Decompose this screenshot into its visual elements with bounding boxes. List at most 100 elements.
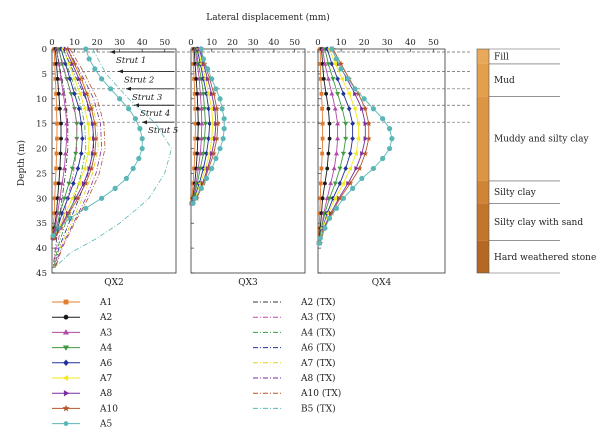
qx3-x-tick-label: 30	[248, 38, 259, 48]
qx3-point-a10	[210, 150, 217, 157]
qx4-point-a6	[346, 106, 352, 112]
qx3-point-a5	[219, 106, 225, 112]
qx2-point-a5	[112, 185, 118, 191]
qx3-point-a5	[198, 185, 204, 191]
qx4-x-tick-label: 20	[359, 38, 370, 48]
qx3-point-a5	[190, 200, 196, 206]
legend-item-a2: A2	[52, 313, 112, 323]
qx3-point-a4	[201, 136, 208, 142]
legend-label-a6: A6	[99, 359, 112, 369]
legend-label-a10-tx: A10 (TX)	[300, 388, 341, 399]
qx3-point-a2	[194, 76, 199, 81]
qx3-point-a3	[198, 106, 204, 111]
qx4-x-tick-label: 50	[428, 38, 439, 48]
qx3-point-a5	[221, 116, 227, 122]
qx3-point-a5	[221, 126, 227, 132]
qx2-point-a1	[52, 211, 57, 216]
qx2-point-a2	[55, 76, 60, 81]
legend-label-a5: A5	[99, 420, 112, 430]
legend-item-a1: A1	[52, 298, 112, 308]
legend-label-a7: A7	[99, 374, 112, 384]
qx2-point-a5	[92, 66, 98, 72]
strut-label-5: Strut 5	[148, 126, 178, 136]
qx4-point-a4	[330, 77, 336, 82]
qx4-point-a1	[319, 91, 324, 96]
qx2-series-a6-tx	[53, 48, 95, 269]
y-axis-title: Depth (m)	[16, 140, 27, 186]
strut-arrowhead-4	[134, 103, 139, 108]
qx2-point-a2	[57, 106, 62, 111]
qx4-point-a3	[332, 106, 338, 111]
qx2-point-a3	[64, 120, 70, 126]
qx2-point-a7	[85, 121, 90, 127]
qx4-point-a10	[347, 180, 354, 187]
qx2-point-a2	[58, 151, 63, 156]
qx2-point-a2	[57, 166, 62, 171]
strut-arrowhead-2	[118, 69, 123, 74]
qx4-point-a2	[320, 196, 325, 201]
qx4-point-a5	[340, 195, 346, 201]
strut-label-2: Strut 2	[124, 75, 154, 85]
qx4-point-a3	[333, 150, 340, 156]
qx4-point-a8	[360, 150, 365, 157]
qx2-point-a5	[86, 56, 92, 62]
qx3-x-tick-label: 40	[268, 38, 279, 48]
qx2-point-a10	[92, 135, 99, 142]
qx2-x-tick-label: 30	[114, 38, 125, 48]
qx4-point-a1	[318, 76, 323, 81]
qx2-point-a7	[71, 76, 77, 82]
qx2-point-a1	[55, 121, 59, 126]
qx4-point-a6	[350, 135, 355, 142]
legend-marker-a1	[63, 299, 69, 305]
qx3-point-a10	[213, 105, 220, 112]
qx3-point-a6	[206, 106, 211, 112]
legend-item-a3: A3	[52, 328, 112, 338]
qx3-point-a10	[201, 60, 208, 67]
qx3-point-a10	[213, 135, 220, 142]
qx2-point-a10	[88, 105, 95, 112]
qx3-point-a2	[195, 106, 200, 111]
qx3-series-a6	[191, 48, 211, 204]
qx2-point-a8	[70, 61, 75, 67]
qx2-point-a1	[52, 196, 57, 201]
qx3-point-a6	[207, 120, 212, 127]
qx2-point-a7	[82, 165, 87, 172]
y-tick-label: 15	[36, 120, 47, 130]
qx2-series-a4-tx	[53, 48, 87, 269]
legend-label-a3: A3	[99, 328, 112, 338]
qx4-point-a5	[386, 126, 393, 132]
qx4-point-a5	[389, 136, 395, 142]
qx4-point-a1	[320, 106, 325, 111]
qx2-point-a5	[137, 126, 143, 132]
qx4-series-a3	[318, 48, 339, 244]
qx2-point-a5	[139, 145, 145, 152]
legend-label-a8-tx: A8 (TX)	[300, 373, 336, 384]
stratum-label-silty-clay: Silty clay	[494, 188, 537, 198]
qx2-point-a6	[78, 120, 84, 127]
qx3-point-a5	[203, 175, 210, 182]
qx4-x-tick-label: 30	[382, 38, 393, 48]
qx3-point-a2	[195, 151, 200, 156]
qx2-point-a6	[80, 135, 85, 142]
panel-qx2: 0 10 20 30 40 50 0 5 10 15 20 25 30 35 40 45 Strut 1 Stru…	[36, 38, 470, 288]
qx4-point-a5	[329, 46, 335, 52]
qx2-series-a2-tx	[52, 48, 69, 269]
qx2-point-a10	[91, 150, 98, 157]
y-tick-label: 25	[36, 169, 47, 179]
qx2-series-a6	[53, 48, 83, 239]
qx3-point-a5	[213, 155, 219, 162]
qx3-series-a4	[191, 48, 206, 204]
qx4-point-a3	[331, 165, 337, 171]
qx3-point-a1	[192, 166, 197, 171]
stratum-silty-clay-with-sand	[477, 203, 489, 241]
qx4-point-a5	[359, 175, 365, 182]
qx2-point-a4	[69, 166, 75, 172]
qx4-point-a8	[363, 121, 368, 127]
qx2-series-a3-tx	[52, 48, 78, 269]
qx3-point-a2	[196, 121, 201, 126]
qx2-x-tick-label: 10	[69, 38, 80, 48]
legend-label-a7-tx: A7 (TX)	[300, 358, 336, 369]
qx4-point-a8	[353, 91, 358, 97]
legend-item-a10-tx: A10 (TX)	[253, 388, 341, 399]
qx2-point-a1	[54, 91, 58, 96]
